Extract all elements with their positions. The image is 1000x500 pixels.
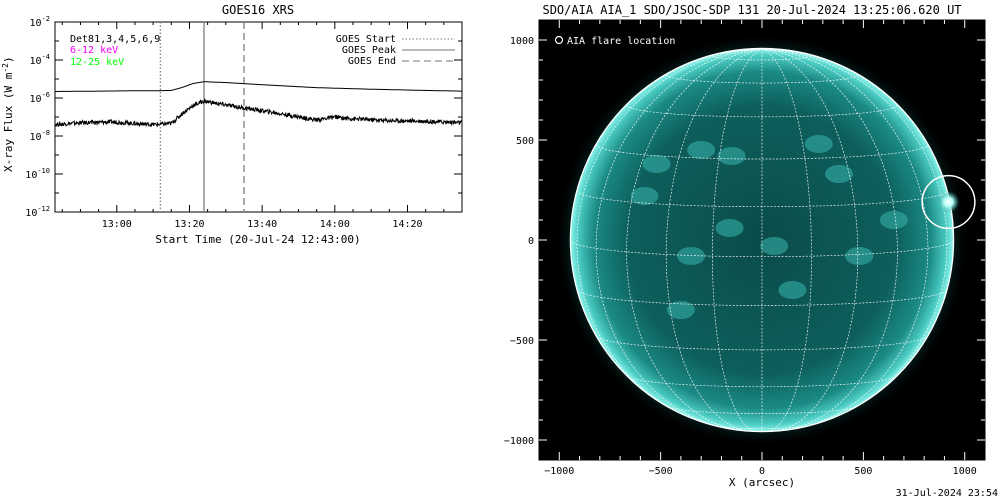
aia-x-axis: −1000 −500 0 500 1000 — [544, 20, 977, 477]
goes-x-tick-label: 14:20 — [392, 219, 422, 230]
goes-y-tick-label: 10-8 — [30, 129, 50, 143]
aia-plot-title: SDO/AIA AIA_1 SDO/JSOC-SDP 131 20-Jul-20… — [542, 3, 961, 17]
aia-x-tick-label: −500 — [649, 466, 673, 477]
aia-y-axis: 1000 500 0 −500 −1000 — [504, 36, 985, 447]
band-label-12-25kev: 12-25 keV — [70, 57, 124, 68]
solar-disk — [570, 48, 954, 432]
aia-x-tick-label: 0 — [759, 466, 765, 477]
legend-goes-end-label: GOES End — [348, 56, 396, 67]
active-region — [666, 301, 695, 319]
aia-y-tick-label: 0 — [528, 236, 534, 247]
footer-timestamp: 31-Jul-2024 23:54 — [896, 488, 998, 499]
active-region — [845, 247, 874, 265]
goes-flux-short-channel-line — [55, 81, 462, 92]
flare-location-legend-label: AIA flare location — [567, 36, 675, 47]
aia-x-tick-label: −1000 — [544, 466, 574, 477]
sun-disk-image — [555, 33, 976, 447]
latitude-line — [570, 239, 954, 258]
latitude-line — [665, 74, 859, 84]
latitude-line — [715, 425, 809, 430]
aia-x-axis-label: X (arcsec) — [729, 476, 795, 489]
goes-y-tick-label: 10-12 — [25, 205, 50, 219]
goes-y-tick-label: 10-2 — [30, 15, 50, 29]
active-region — [778, 281, 807, 299]
goes-legend: GOES Start GOES Peak GOES End — [336, 34, 455, 67]
solar-limb — [569, 47, 955, 433]
goes-y-tick-label: 10-10 — [25, 167, 50, 181]
active-region — [804, 135, 833, 153]
aia-y-tick-label: −1000 — [504, 436, 534, 447]
goes-y-axis: 10-2 10-4 10-6 10-8 10-10 10-12 — [25, 15, 462, 219]
longitude-line — [761, 48, 948, 422]
active-regions — [630, 135, 908, 319]
flare-brightening — [937, 191, 960, 213]
active-region — [715, 219, 744, 237]
active-region — [630, 187, 659, 205]
goes-flux-long-channel-line — [55, 97, 462, 128]
band-label-6-12kev: 6-12 keV — [70, 45, 118, 56]
goes-x-axis-label: Start Time (20-Jul-24 12:43:00) — [155, 233, 360, 246]
goes-y-tick-label: 10-4 — [30, 53, 50, 67]
goes-x-tick-label: 13:00 — [102, 219, 132, 230]
goes-y-axis-label: X-ray Flux (W m-2) — [1, 56, 15, 172]
longitude-line — [576, 48, 763, 422]
goes-x-tick-label: 14:00 — [320, 219, 350, 230]
aia-y-tick-label: 1000 — [510, 36, 534, 47]
aia-x-tick-label: 1000 — [953, 466, 977, 477]
aia-y-tick-label: −500 — [510, 336, 534, 347]
longitude-line — [761, 48, 812, 432]
active-region — [687, 141, 716, 159]
aia-image-plot: SDO/AIA AIA_1 SDO/JSOC-SDP 131 20-Jul-20… — [504, 3, 986, 489]
legend-goes-start-label: GOES Start — [336, 34, 396, 45]
goes-data-area — [55, 22, 462, 212]
goes-y-tick-label: 10-6 — [30, 91, 50, 105]
active-region — [825, 165, 854, 183]
legend-goes-peak-label: GOES Peak — [342, 45, 396, 56]
goes-xrs-plot: GOES16 XRS 10-2 10-4 10-6 10-8 10-10 10-12 13… — [1, 3, 463, 246]
active-region — [677, 247, 706, 265]
aia-x-tick-label: 500 — [854, 466, 872, 477]
goes-x-axis: 13:00 13:20 13:40 14:00 14:20 — [61, 22, 463, 230]
active-region — [642, 155, 671, 173]
longitude-line — [761, 48, 859, 432]
flare-location-circle — [921, 174, 976, 230]
detector-label: Det81,3,4,5,6,9 — [70, 34, 160, 45]
goes-x-tick-label: 13:40 — [247, 219, 277, 230]
flare-location-legend-icon — [554, 35, 564, 45]
aia-y-tick-label: 500 — [516, 136, 534, 147]
active-region — [717, 147, 746, 165]
longitude-line — [595, 48, 763, 430]
longitude-line — [626, 48, 763, 431]
longitude-line — [761, 48, 929, 430]
longitude-line — [665, 48, 763, 432]
longitude-line — [761, 48, 898, 431]
active-region — [879, 211, 908, 229]
active-region — [760, 237, 789, 255]
goes-plot-title: GOES16 XRS — [222, 3, 294, 17]
longitude-line — [712, 48, 763, 432]
latitude-line — [626, 104, 898, 118]
goes-x-tick-label: 13:20 — [174, 219, 204, 230]
